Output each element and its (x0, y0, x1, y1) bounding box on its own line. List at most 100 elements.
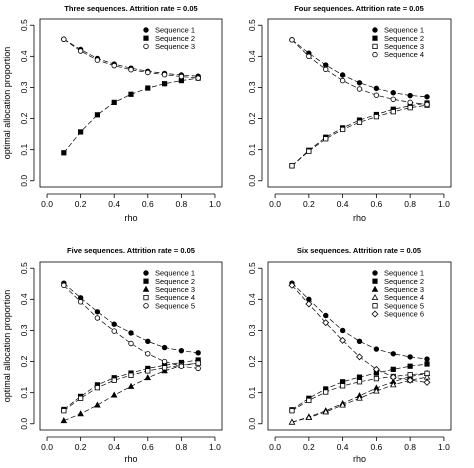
data-point (127, 382, 135, 389)
y-tick-label: 0.5 (19, 19, 29, 31)
data-point (289, 163, 295, 169)
y-tick-label: 0.4 (19, 293, 29, 305)
legend-item: Sequence 3 (143, 42, 195, 51)
y-tick-label: 0.4 (247, 50, 257, 62)
data-point (322, 408, 330, 415)
data-point (94, 401, 101, 408)
plot-frame (267, 261, 452, 431)
x-tick-label: 0.2 (75, 199, 87, 209)
y-tick-label: 0.1 (247, 386, 257, 398)
x-tick-label: 0.8 (404, 442, 416, 452)
data-point (424, 370, 430, 376)
x-tick-label: 1.0 (209, 442, 221, 452)
y-tick-label: 0.0 (247, 418, 257, 430)
legend-item: Sequence 5 (143, 301, 195, 310)
y-tick-label: 0.0 (19, 175, 29, 187)
data-point (390, 366, 396, 372)
data-point (288, 418, 296, 425)
series-5 (61, 282, 201, 372)
legend-label: Sequence 2 (384, 277, 424, 286)
data-point (161, 71, 168, 78)
legend-label: Sequence 3 (155, 285, 195, 294)
data-point (145, 368, 151, 374)
data-point (161, 367, 168, 374)
legend-label: Sequence 4 (155, 293, 195, 302)
data-point (356, 379, 363, 385)
x-tick-label: 1.0 (438, 442, 450, 452)
data-point (128, 91, 134, 97)
data-point (77, 48, 84, 54)
data-point (356, 353, 363, 361)
data-point (161, 344, 168, 351)
data-point (111, 321, 117, 327)
data-point (407, 92, 413, 99)
x-tick-label: 0.6 (142, 442, 154, 452)
x-axis-label: rho (353, 213, 366, 223)
y-tick-label: 0.2 (19, 112, 29, 124)
legend-marker (143, 270, 149, 276)
series-2 (289, 361, 430, 413)
data-point (111, 328, 117, 334)
chart-title: Three sequences. Attrition rate = 0.05 (64, 4, 197, 13)
data-point (340, 126, 346, 133)
data-point (77, 410, 84, 417)
data-point (61, 408, 67, 414)
data-point (340, 383, 346, 389)
chart-title: Five sequences. Attrition rate = 0.05 (67, 246, 195, 255)
legend-marker (143, 278, 149, 284)
series-6 (288, 281, 431, 386)
data-point (373, 376, 379, 382)
series-2 (61, 75, 201, 156)
y-tick-label: 0.1 (247, 143, 257, 155)
data-point (406, 376, 414, 384)
data-point (407, 105, 413, 111)
data-point (288, 281, 296, 289)
chart-title: Six sequences. Attrition rate = 0.05 (297, 246, 421, 255)
data-point (390, 96, 396, 102)
legend-marker (372, 278, 378, 284)
series-line (291, 373, 428, 423)
data-point (356, 374, 363, 380)
data-point (195, 350, 201, 356)
x-tick-label: 0.0 (269, 442, 281, 452)
legend-label: Sequence 2 (384, 34, 424, 43)
x-tick-label: 0.6 (370, 442, 382, 452)
y-tick-label: 0.3 (19, 324, 29, 336)
legend-label: Sequence 1 (155, 26, 195, 35)
legend-label: Sequence 5 (155, 301, 195, 310)
data-point (373, 114, 379, 120)
chart-panel-4: Six sequences. Attrition rate = 0.05 0.0 0… (247, 246, 452, 464)
series-line (291, 363, 428, 411)
data-point (356, 394, 363, 401)
chart-panel-3: Five sequences. Attrition rate = 0.05 0.0… (2, 246, 223, 464)
legend-marker (372, 51, 378, 58)
data-point (389, 373, 397, 381)
legend-label: Sequence 4 (384, 50, 424, 59)
data-point (94, 112, 101, 118)
series-2 (289, 100, 430, 169)
data-point (407, 354, 413, 360)
legend-item: Sequence 6 (371, 310, 424, 319)
data-point (389, 381, 397, 388)
series-3 (289, 102, 430, 169)
legend-item: Sequence 2 (143, 34, 195, 43)
plot-frame (267, 18, 452, 188)
data-point (78, 395, 84, 401)
data-point (306, 148, 312, 154)
data-point (339, 77, 346, 84)
legend-item: Sequence 2 (372, 277, 424, 286)
data-point (356, 86, 363, 92)
data-point (145, 351, 151, 357)
legend-label: Sequence 3 (384, 285, 424, 294)
data-point (339, 336, 347, 344)
series-3 (61, 36, 201, 81)
data-point (289, 37, 295, 43)
data-point (407, 99, 413, 106)
data-point (128, 67, 134, 73)
legend-item: Sequence 1 (143, 269, 195, 278)
data-point (144, 374, 152, 381)
x-tick-label: 0.6 (370, 199, 382, 209)
x-tick-label: 1.0 (438, 199, 450, 209)
